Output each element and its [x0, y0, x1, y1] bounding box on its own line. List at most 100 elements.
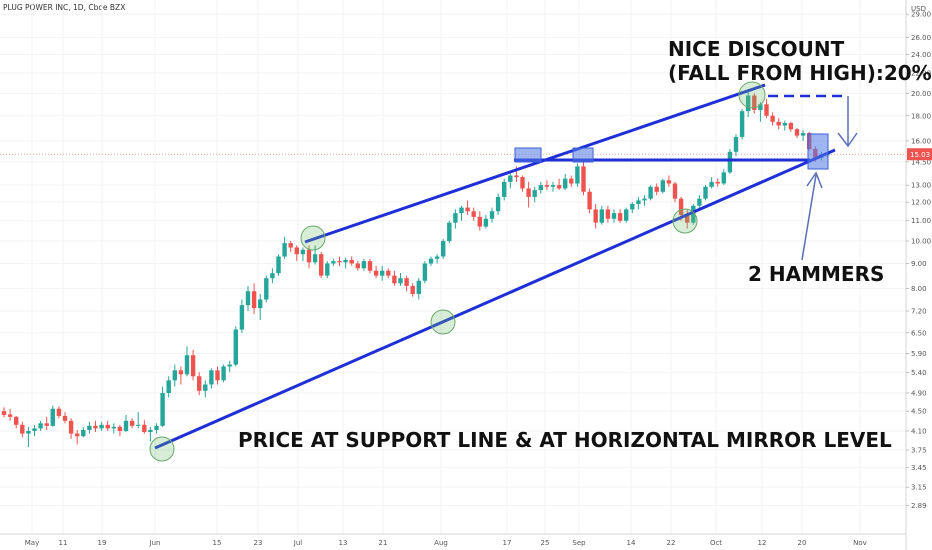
- candle-body: [197, 376, 202, 391]
- support-trendline: [154, 148, 836, 450]
- y-tick-label: 4.50: [911, 408, 927, 416]
- y-tick-label: 18.00: [911, 112, 931, 120]
- y-tick-label: 4.90: [911, 389, 927, 397]
- x-tick-label: 23: [254, 539, 263, 547]
- candle-body: [489, 211, 495, 219]
- x-tick-label: 21: [379, 539, 388, 547]
- candle-body: [81, 429, 86, 437]
- candle-body: [746, 95, 751, 112]
- candle-body: [800, 133, 806, 136]
- candle-body: [703, 186, 708, 199]
- highlight-box: [572, 147, 594, 163]
- candle-series: [1, 91, 830, 448]
- x-tick-label: 25: [541, 539, 550, 547]
- y-tick-label: 12.00: [911, 199, 931, 207]
- candle-body: [715, 181, 720, 184]
- time-axis[interactable]: May 11 19 Jun 15 23 Jul 13 21 Aug 17 25 Sep 14 22 Oct 12…: [0, 533, 906, 547]
- x-tick-label: 19: [98, 539, 107, 547]
- candle-body: [721, 172, 726, 184]
- candle-body: [697, 198, 702, 206]
- candle-body: [794, 129, 800, 136]
- candle-body: [117, 426, 123, 431]
- candle-body: [434, 256, 440, 259]
- candle-body: [154, 425, 159, 430]
- candle-body: [190, 355, 196, 377]
- hammers-arrow-shaft: [801, 174, 817, 261]
- candle-body: [148, 429, 153, 433]
- candle-body: [233, 329, 238, 365]
- discount-note-line1: NICE DISCOUNT: [668, 37, 845, 61]
- candle-body: [32, 428, 37, 431]
- candle-body: [648, 186, 653, 199]
- candle-body: [611, 213, 617, 219]
- pivot-circle: [300, 225, 326, 251]
- y-tick-label: 24.00: [911, 51, 931, 59]
- y-tick-label: 3.15: [911, 484, 927, 492]
- y-tick-label: 6.50: [911, 329, 927, 337]
- x-tick-label: 11: [59, 539, 68, 547]
- pivot-circle: [430, 309, 456, 335]
- candle-body: [87, 425, 92, 430]
- candle-body: [203, 384, 208, 391]
- x-tick-label: 17: [503, 539, 512, 547]
- x-tick-label: 13: [339, 539, 348, 547]
- x-tick-label: Jul: [293, 539, 303, 547]
- candle-body: [758, 104, 763, 110]
- x-tick-label: Nov: [853, 539, 867, 547]
- candle-body: [770, 115, 775, 122]
- y-tick-label: 5.90: [911, 350, 927, 358]
- candle-body: [325, 263, 330, 276]
- candle-body: [709, 181, 714, 187]
- candle-body: [7, 414, 13, 417]
- candle-body: [264, 278, 269, 300]
- candle-body: [221, 366, 226, 381]
- candle-body: [642, 198, 647, 201]
- y-tick-label: 3.75: [911, 446, 927, 454]
- candle-body: [105, 424, 110, 429]
- candle-body: [123, 420, 129, 431]
- candle-body: [343, 259, 348, 263]
- candle-body: [386, 270, 391, 276]
- hammers-note: 2 HAMMERS: [748, 262, 884, 286]
- candle-body: [75, 433, 80, 437]
- candle-body: [447, 222, 452, 242]
- candle-body: [605, 209, 611, 219]
- y-tick-label: 10.00: [911, 238, 931, 246]
- candle-body: [471, 211, 476, 217]
- x-tick-label: 14: [627, 539, 636, 547]
- x-tick-label: May: [25, 539, 39, 547]
- candle-body: [453, 213, 458, 223]
- highlight-box: [807, 133, 829, 170]
- candle-body: [428, 258, 434, 264]
- y-tick-label: 3.45: [911, 464, 927, 472]
- pivot-circle: [738, 81, 766, 109]
- y-tick-label: 26.00: [911, 34, 931, 42]
- drawing-overlays: [0, 81, 906, 462]
- candle-body: [184, 355, 190, 375]
- candle-body: [172, 370, 177, 381]
- candle-body: [398, 278, 403, 284]
- candle-body: [319, 254, 324, 276]
- resistance-trendline: [304, 83, 766, 244]
- candle-body: [410, 285, 415, 294]
- candle-body: [20, 424, 25, 434]
- candle-body: [624, 209, 629, 221]
- candle-body: [355, 263, 360, 269]
- candle-body: [678, 198, 684, 215]
- y-tick-label: 5.40: [911, 369, 927, 377]
- candle-body: [636, 200, 641, 204]
- candle-body: [544, 185, 550, 187]
- candle-body: [739, 111, 745, 137]
- y-tick-label: 16.00: [911, 137, 931, 145]
- x-tick-label: 20: [798, 539, 807, 547]
- candle-body: [685, 214, 690, 223]
- text-notes: NICE DISCOUNT (FALL FROM HIGH):20% 2 HAM…: [238, 37, 932, 452]
- candle-body: [258, 299, 263, 309]
- candle-body: [337, 261, 342, 263]
- price-axis[interactable]: 2.89 3.15 3.45 3.75 4.10 4.50 4.90 5.40 5.90 6.50…: [905, 0, 932, 550]
- candle-body: [129, 420, 135, 426]
- candle-body: [93, 425, 98, 429]
- y-tick-label: 4.10: [911, 427, 927, 435]
- chart-symbol-title: PLUG POWER INC, 1D, Cboe BZX: [3, 3, 126, 12]
